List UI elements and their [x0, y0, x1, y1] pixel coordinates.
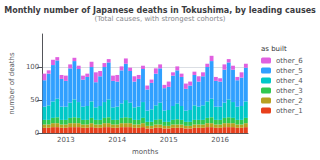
svg-text:as built: as built [261, 45, 287, 53]
svg-text:other_6: other_6 [276, 57, 303, 65]
svg-text:2013: 2013 [57, 136, 75, 144]
svg-text:2016: 2016 [211, 136, 229, 144]
svg-text:0: 0 [35, 129, 39, 137]
svg-text:other_2: other_2 [276, 97, 303, 105]
svg-text:other_1: other_1 [276, 107, 303, 115]
svg-text:other_3: other_3 [276, 87, 303, 95]
svg-text:2015: 2015 [160, 136, 178, 144]
svg-text:other_4: other_4 [276, 77, 303, 85]
svg-text:months: months [132, 148, 159, 156]
svg-text:50: 50 [30, 96, 39, 104]
svg-text:(Total causes, with strongest: (Total causes, with strongest cohorts) [94, 15, 225, 23]
svg-text:number of deaths: number of deaths [8, 52, 16, 115]
svg-text:2014: 2014 [108, 136, 126, 144]
svg-text:100: 100 [26, 63, 39, 71]
svg-text:Monthly number of Japanese dea: Monthly number of Japanese deaths in Tok… [4, 6, 316, 15]
svg-text:other_5: other_5 [276, 67, 303, 75]
